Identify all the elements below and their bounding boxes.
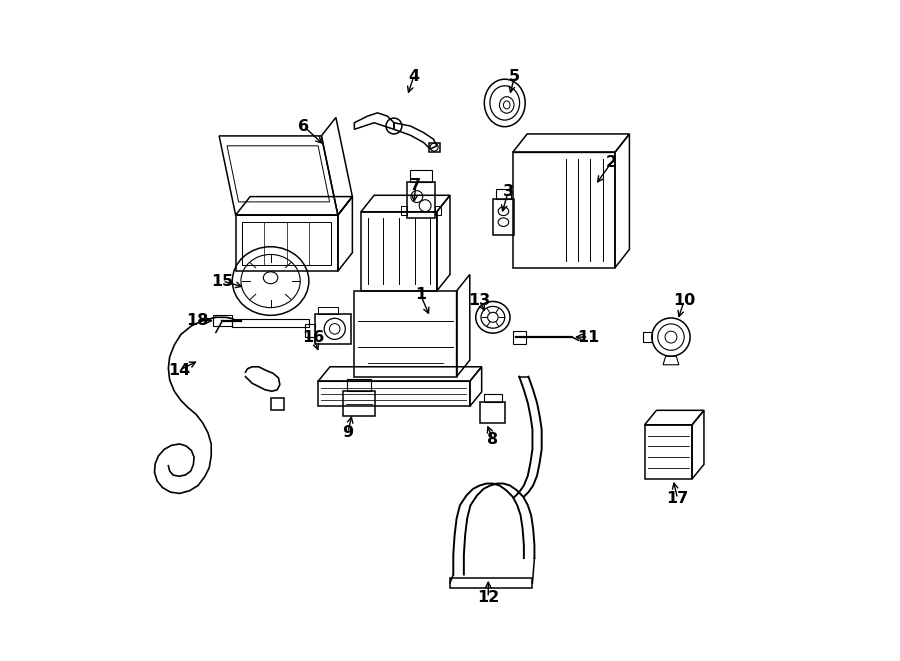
Text: 17: 17 [666,491,688,506]
Text: 11: 11 [578,330,599,344]
Text: 14: 14 [168,363,191,377]
Text: 5: 5 [509,69,520,84]
Text: 15: 15 [212,274,234,289]
Text: 16: 16 [302,330,325,344]
Text: 7: 7 [410,178,421,193]
Text: 9: 9 [342,425,354,440]
Text: 18: 18 [186,313,209,328]
Text: 13: 13 [469,293,491,308]
Text: 10: 10 [673,293,696,308]
Text: 1: 1 [415,287,426,301]
Text: 12: 12 [477,590,500,605]
Text: 8: 8 [487,432,499,447]
Text: 2: 2 [606,155,617,170]
Text: 4: 4 [409,69,419,84]
Text: 6: 6 [298,118,309,134]
Text: 3: 3 [502,184,514,200]
